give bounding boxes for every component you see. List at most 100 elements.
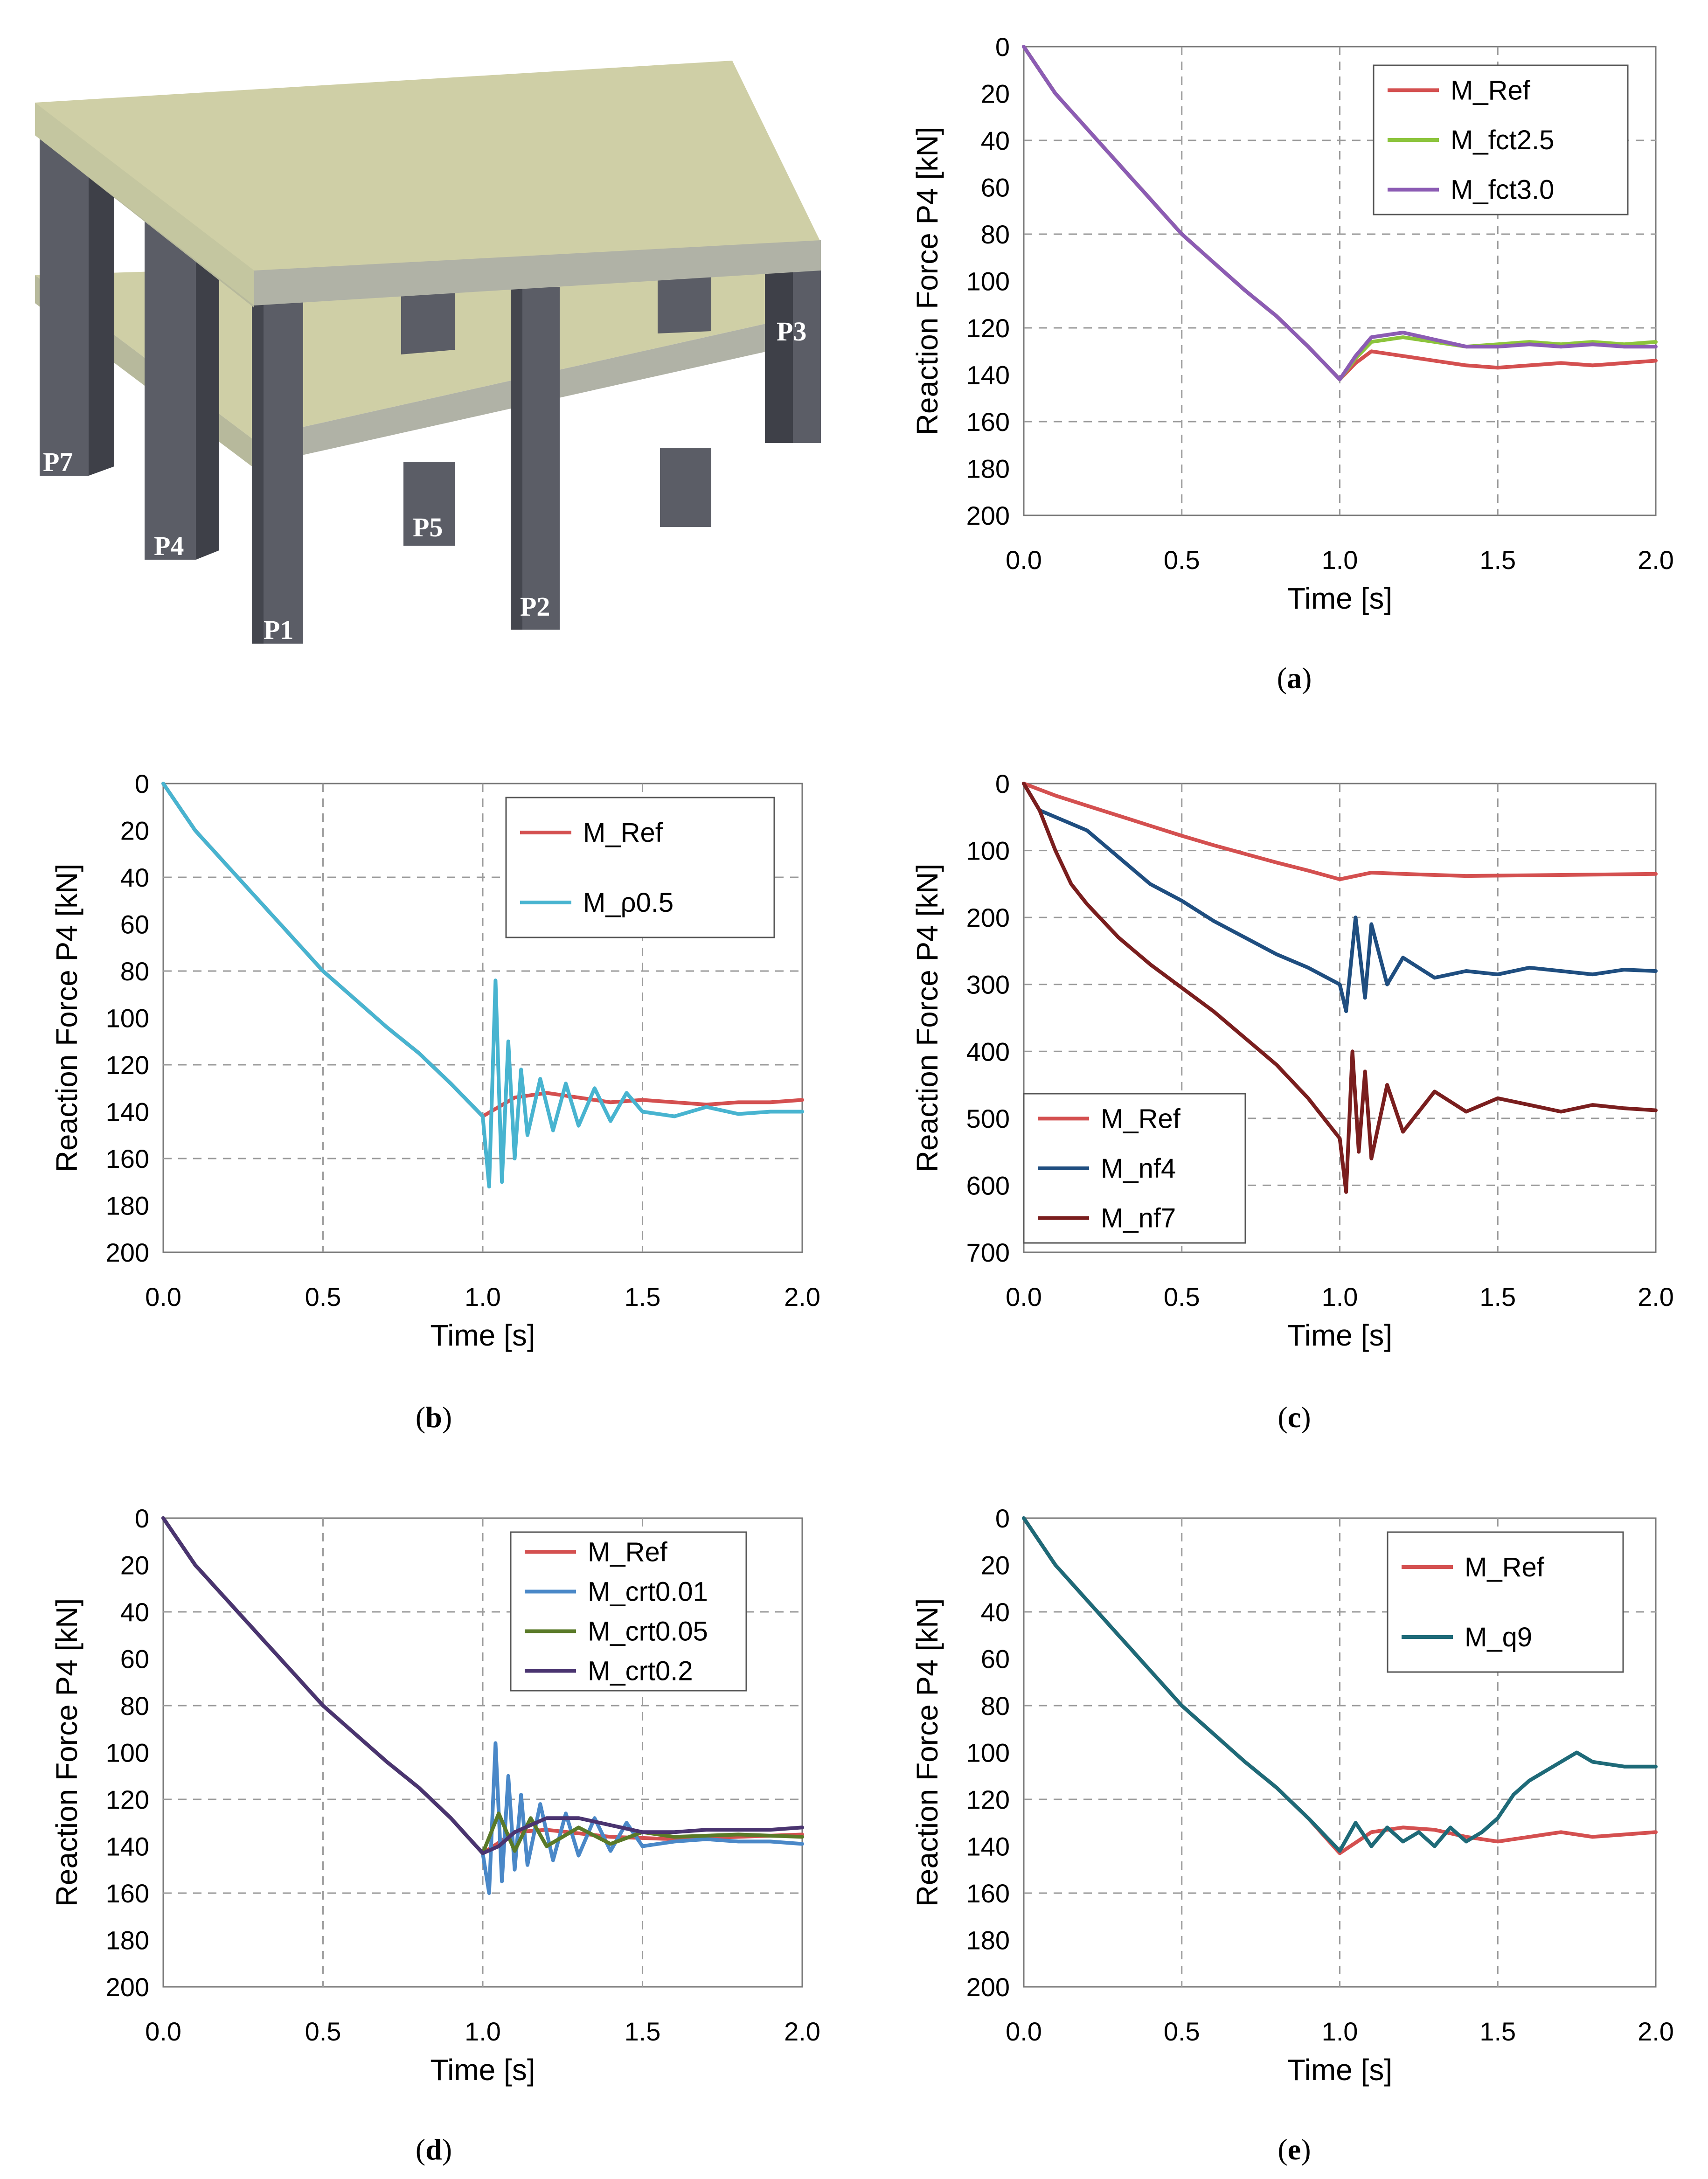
column-p1-edge (252, 298, 264, 644)
series-line-M-q9 (1022, 1516, 1658, 1853)
legend-label: M_ρ0.5 (583, 888, 673, 918)
y-tick-label: 60 (120, 910, 149, 939)
caption-paren: ( (416, 1401, 425, 1434)
y-tick-label: 0 (135, 1504, 149, 1533)
column-p5-leg (403, 466, 455, 546)
y-axis-title: Reaction Force P4 [kN] (50, 1598, 83, 1907)
column-label: P7 (43, 447, 73, 477)
series-line-M--0-5 (161, 782, 804, 1189)
x-tick-label: 1.5 (1479, 2017, 1516, 2046)
y-tick-label: 140 (966, 361, 1010, 390)
x-tick-label: 1.0 (1322, 2017, 1358, 2046)
legend-label: M_fct3.0 (1451, 175, 1554, 205)
y-axis-title: Reaction Force P4 [kN] (910, 127, 944, 436)
x-tick-label: 0.5 (1164, 1282, 1200, 1312)
y-axis-title: Reaction Force P4 [kN] (910, 864, 944, 1173)
y-tick-label: 100 (966, 267, 1010, 296)
column-label: P4 (154, 531, 184, 561)
caption-letter: a (1287, 661, 1302, 694)
caption-letter: e (1288, 2133, 1301, 2166)
y-tick-label: 20 (120, 1551, 149, 1580)
legend-label: M_crt0.2 (588, 1656, 693, 1686)
y-tick-label: 200 (106, 1238, 149, 1267)
chart-a: 0.0 0.5 1.0 1.5 2.0 0 20 40 60 80 100 120 140 160 180 2… (910, 32, 1674, 694)
y-tick-label: 600 (966, 1171, 1010, 1200)
column-p2 (511, 287, 560, 630)
x-tick-label: 0.0 (145, 2017, 181, 2046)
y-tick-label: 180 (106, 1191, 149, 1221)
y-tick-label: 100 (966, 1738, 1010, 1768)
column-label: P2 (520, 591, 550, 622)
y-tick-label: 20 (981, 79, 1010, 109)
charts: 0.0 0.5 1.0 1.5 2.0 0 20 40 60 80 100 120 140 160 180 2… (50, 32, 1674, 2166)
x-tick-label: 0.0 (145, 1282, 181, 1312)
series-line-M-crt0-2 (161, 1516, 804, 1855)
column-p3-side (765, 261, 793, 443)
y-tick-label: 120 (966, 1785, 1010, 1814)
x-tick-label: 2.0 (1638, 2017, 1674, 2046)
y-tick-label: 80 (120, 1691, 149, 1721)
legend-label: M_Ref (1101, 1103, 1181, 1134)
top-slab-front (254, 240, 821, 305)
caption-letter: c (1288, 1401, 1301, 1434)
legend-box (505, 797, 775, 938)
column-label: P1 (264, 615, 293, 645)
column-p7 (40, 135, 89, 476)
y-tick-label: 0 (135, 769, 149, 798)
y-tick-label: 40 (981, 126, 1010, 155)
y-tick-label: 0 (995, 1504, 1010, 1533)
legend-label: M_Ref (588, 1537, 668, 1568)
y-tick-label: 200 (966, 501, 1010, 530)
y-axis-title: Reaction Force P4 [kN] (50, 864, 83, 1173)
column-back-right-lower (660, 448, 711, 527)
y-tick-label: 140 (106, 1832, 149, 1861)
series-line-M-nf7 (1022, 782, 1658, 1194)
y-tick-label: 20 (981, 1551, 1010, 1580)
series-line-M-fct3-0 (1022, 45, 1658, 382)
x-tick-label: 0.5 (1164, 2017, 1200, 2046)
caption-paren: ) (442, 2133, 452, 2166)
y-tick-label: 80 (981, 1691, 1010, 1721)
caption-paren: ( (1277, 661, 1287, 694)
y-tick-label: 160 (106, 1144, 149, 1173)
caption-paren: ) (1301, 1401, 1311, 1434)
y-tick-label: 0 (995, 32, 1010, 62)
legend-box (510, 1531, 747, 1692)
y-tick-label: 400 (966, 1037, 1010, 1066)
y-tick-label: 40 (120, 863, 149, 892)
x-tick-label: 1.5 (1479, 545, 1516, 575)
panel-caption: (c) (1278, 1401, 1311, 1434)
x-axis-title: Time [s] (430, 1319, 535, 1352)
y-tick-label: 180 (966, 1926, 1010, 1955)
y-tick-label: 120 (106, 1785, 149, 1814)
y-tick-label: 700 (966, 1238, 1010, 1267)
column-p4-side (196, 215, 219, 560)
caption-letter: b (425, 1401, 442, 1434)
legend-label: M_Ref (1451, 75, 1531, 105)
column-label: P3 (777, 316, 806, 347)
top-slab-left-face (35, 103, 254, 305)
y-tick-label: 160 (966, 407, 1010, 437)
x-tick-label: 1.5 (1479, 1282, 1516, 1312)
caption-letter: d (425, 2133, 442, 2166)
y-tick-label: 160 (106, 1879, 149, 1908)
y-tick-label: 60 (120, 1645, 149, 1674)
y-axis-title: Reaction Force P4 [kN] (910, 1598, 944, 1907)
y-tick-label: 20 (120, 816, 149, 846)
y-tick-label: 60 (981, 1645, 1010, 1674)
column-p2-edge (511, 287, 522, 630)
caption-paren: ) (1302, 661, 1312, 694)
y-tick-label: 100 (106, 1738, 149, 1768)
y-tick-label: 200 (106, 1972, 149, 2002)
column-p7-side (89, 135, 114, 476)
legend-label: M_crt0.05 (588, 1617, 708, 1647)
y-tick-label: 180 (106, 1926, 149, 1955)
legend-label: M_q9 (1465, 1622, 1532, 1652)
chart-e: 0.0 0.5 1.0 1.5 2.0 0 20 40 60 80 100 120 140 160 180 2… (910, 1504, 1674, 2166)
legend-label: M_fct2.5 (1451, 125, 1554, 155)
caption-paren: ) (1301, 2133, 1311, 2166)
panel-caption: (e) (1278, 2133, 1311, 2166)
y-tick-label: 140 (966, 1832, 1010, 1861)
panel-caption: (a) (1277, 661, 1312, 694)
